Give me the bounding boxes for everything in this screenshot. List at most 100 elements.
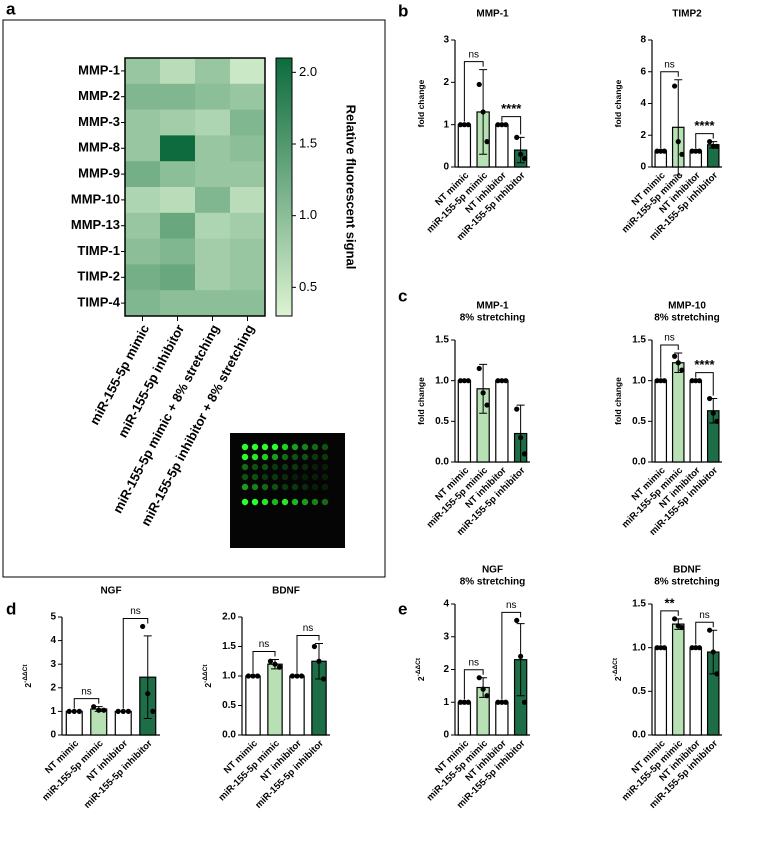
data-point [120, 708, 126, 715]
data-point [675, 360, 681, 366]
bar [65, 710, 83, 736]
colorbar-label: Relative fluorescent signal [344, 105, 359, 270]
data-point [461, 699, 467, 705]
row-label: TIMP-4 [77, 295, 120, 310]
heatmap-cell [230, 58, 266, 85]
y-axis-label-base: 2 [23, 683, 33, 688]
y-tick-label: 1 [50, 706, 56, 717]
data-point [654, 378, 660, 384]
heatmap-cell [160, 109, 196, 136]
array-spot [321, 473, 329, 481]
chart-title: NGF [100, 586, 121, 597]
data-point [707, 139, 713, 145]
colorbar-tick-label: 2.0 [299, 64, 317, 79]
significance-bracket [695, 133, 714, 149]
data-point [91, 704, 97, 710]
data-point [661, 645, 667, 651]
y-tick-label: 3 [443, 35, 449, 46]
data-point [658, 148, 664, 154]
array-spot [251, 483, 259, 491]
y-tick-label: 1.5 [435, 335, 449, 346]
row-label: MMP-3 [78, 114, 120, 129]
array-spot [281, 463, 289, 471]
data-point [66, 708, 72, 715]
array-spot [321, 463, 329, 471]
y-tick-label: 1 [443, 697, 449, 708]
data-point [125, 708, 131, 715]
chart-title: MMP-1 [476, 9, 509, 20]
array-spot [301, 453, 309, 461]
data-point [245, 673, 252, 679]
array-spot [321, 483, 329, 491]
data-point [476, 365, 482, 372]
array-spot [301, 443, 309, 451]
array-spot [281, 498, 289, 506]
data-point [76, 708, 82, 715]
array-spot [321, 453, 329, 461]
y-tick-label: 2 [50, 682, 56, 693]
array-spot [311, 483, 319, 491]
chart-title: MMP-1 [476, 301, 509, 312]
data-point [476, 81, 482, 88]
chart-title: TIMP2 [672, 9, 702, 20]
y-tick-label: 0 [640, 162, 646, 173]
data-point [693, 645, 699, 651]
significance-bracket [73, 698, 100, 709]
data-point [514, 617, 520, 623]
row-label: MMP-2 [78, 88, 120, 103]
y-tick-label: 3 [50, 659, 56, 670]
data-point [476, 675, 482, 681]
data-point [521, 155, 528, 162]
panel-a-border [2, 19, 386, 578]
data-point [480, 109, 486, 115]
y-tick-label: 0 [443, 162, 449, 173]
significance-label: ns [699, 610, 710, 621]
heatmap-cell [125, 238, 161, 265]
data-point [710, 410, 716, 416]
array-spot [241, 443, 249, 451]
y-tick-label: 1.0 [632, 375, 646, 386]
data-point [679, 151, 685, 157]
y-tick-label: 0.0 [435, 457, 449, 468]
data-point [518, 435, 524, 441]
heatmap-cell [160, 187, 196, 214]
bar [671, 362, 685, 463]
y-tick-label: 1.5 [222, 641, 236, 652]
data-point [484, 139, 490, 145]
array-spot [271, 463, 279, 471]
heatmap-cell [160, 238, 196, 265]
significance-label: ns [664, 333, 675, 344]
significance-label: ns [506, 600, 517, 611]
y-tick-label: 0.5 [222, 700, 236, 711]
chart-subtitle: 8% stretching [460, 577, 526, 588]
array-spot [251, 453, 259, 461]
data-point [693, 148, 699, 154]
heatmap-cell [195, 109, 231, 136]
data-point [499, 699, 505, 705]
chart-subtitle: 8% stretching [654, 577, 720, 588]
data-point [521, 451, 528, 457]
chart-subtitle: 8% stretching [460, 313, 526, 324]
y-tick-label: 2 [443, 664, 449, 675]
data-point [250, 673, 256, 679]
data-point [320, 676, 327, 682]
heatmap-cell [125, 187, 161, 214]
y-tick-label: 1.0 [632, 642, 646, 653]
chart-title: BDNF [673, 565, 701, 576]
bar [267, 663, 283, 736]
data-point [689, 378, 695, 384]
heatmap-cell [160, 212, 196, 239]
panel-label: c [398, 286, 407, 305]
data-point [272, 661, 278, 667]
column-label: miR-155-5p inhibitor [115, 322, 187, 440]
data-point [465, 699, 471, 705]
data-point [484, 693, 490, 699]
y-tick-label: 1.5 [632, 599, 646, 610]
array-spot [241, 463, 249, 471]
row-label: MMP-13 [71, 217, 120, 232]
array-spot [291, 473, 299, 481]
heatmap-cell [160, 83, 196, 110]
array-spot [291, 483, 299, 491]
data-point [707, 395, 713, 402]
